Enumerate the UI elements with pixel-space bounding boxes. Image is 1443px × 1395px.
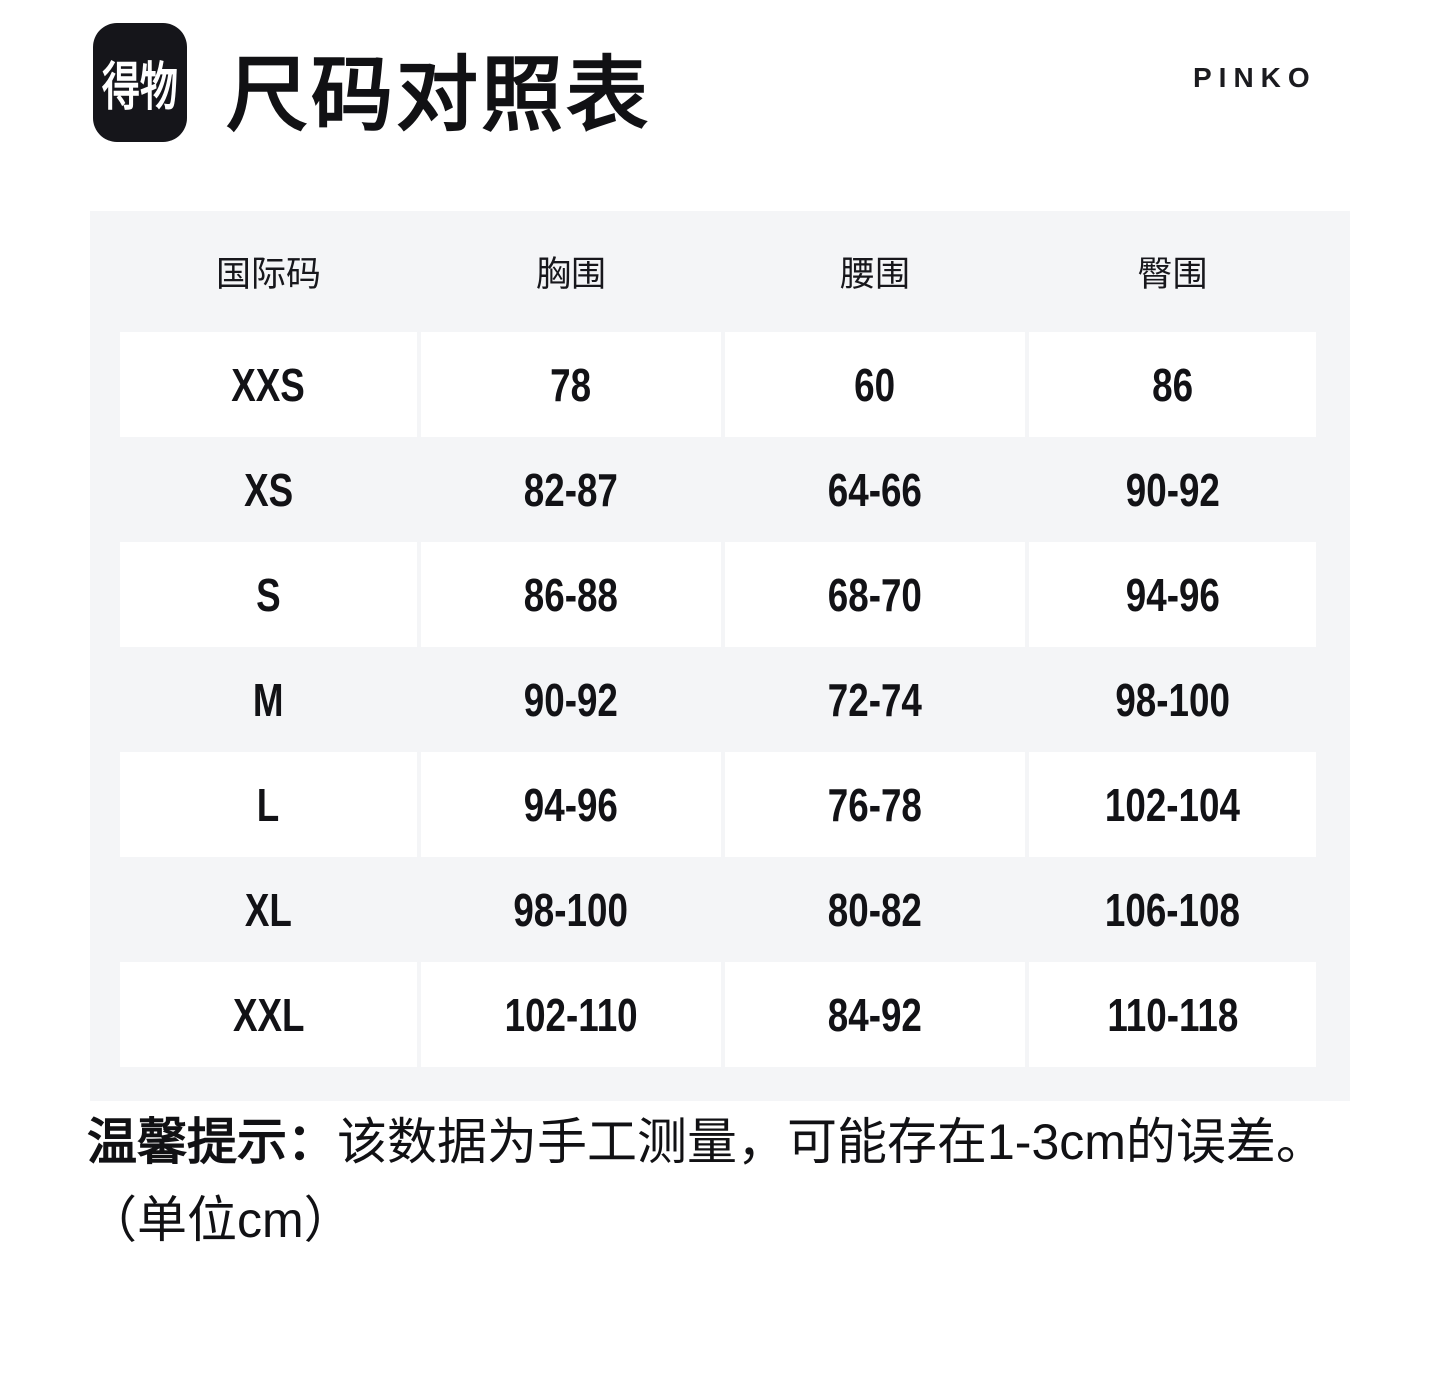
measurement-cell: 76-78	[725, 752, 1025, 857]
size-label-cell: L	[120, 752, 417, 857]
brand-logo-pinko: PINKO	[1193, 62, 1317, 93]
footnote-line-1: 温馨提示：该数据为手工测量，可能存在1-3cm的误差。	[87, 1103, 1326, 1181]
table-row: XXS 78 60 86	[120, 332, 1317, 437]
size-label-cell: XXS	[120, 332, 417, 437]
size-label-cell: XS	[120, 437, 417, 542]
table-body: XXS 78 60 86 XS 82-87 64-66 90-92 S 86-88 68-70 94-…	[120, 332, 1317, 1067]
cell-value: 76-78	[827, 778, 923, 831]
table-row: S 86-88 68-70 94-96	[120, 542, 1317, 647]
measurement-cell: 98-100	[421, 857, 721, 962]
cell-value: 86	[1152, 358, 1193, 411]
cell-value: 72-74	[827, 673, 923, 726]
measurement-cell: 68-70	[725, 542, 1025, 647]
table-row: XS 82-87 64-66 90-92	[120, 437, 1317, 542]
dewu-logo: 得物	[93, 23, 187, 142]
cell-value: 90-92	[1125, 463, 1220, 516]
footnote-label: 温馨提示：	[87, 1114, 337, 1170]
cell-value: 102-110	[504, 988, 638, 1041]
cell-value: 98-100	[513, 883, 629, 936]
measurement-cell: 84-92	[725, 962, 1025, 1067]
measurement-cell: 94-96	[1029, 542, 1316, 647]
cell-value: 90-92	[523, 673, 619, 726]
cell-value: 110-118	[1107, 988, 1238, 1041]
column-header-waist: 腰围	[839, 255, 910, 294]
size-table-panel: 国际码 胸围 腰围 臀围 XXS 78 60 86 XS 82-87 64-66 90-92 S…	[90, 211, 1350, 1101]
size-label-cell: S	[120, 542, 417, 647]
cell-value: 84-92	[827, 988, 923, 1041]
cell-value: XXS	[231, 358, 306, 411]
column-header-bust: 胸围	[535, 255, 606, 294]
footnote: 温馨提示：该数据为手工测量，可能存在1-3cm的误差。 （单位cm）	[87, 1103, 1326, 1259]
table-row: XXL 102-110 84-92 110-118	[120, 962, 1317, 1067]
measurement-cell: 78	[421, 332, 721, 437]
measurement-cell: 98-100	[1029, 647, 1316, 752]
cell-value: L	[257, 778, 280, 831]
cell-value: 68-70	[827, 568, 923, 621]
measurement-cell: 80-82	[725, 857, 1025, 962]
measurement-cell: 102-110	[421, 962, 721, 1067]
size-label-cell: XXL	[120, 962, 417, 1067]
dewu-logo-text: 得物	[102, 59, 178, 117]
cell-value: 98-100	[1115, 673, 1230, 726]
measurement-cell: 90-92	[1029, 437, 1316, 542]
cell-value: XXL	[232, 988, 305, 1041]
measurement-cell: 86	[1029, 332, 1316, 437]
cell-value: 82-87	[523, 463, 619, 516]
table-header-row: 国际码 胸围 腰围 臀围	[120, 211, 1317, 332]
measurement-cell: 106-108	[1029, 857, 1316, 962]
cell-value: 78	[550, 358, 592, 411]
cell-value: 94-96	[523, 778, 619, 831]
measurement-cell: 102-104	[1029, 752, 1316, 857]
measurement-cell: 86-88	[421, 542, 721, 647]
column-header-international-size: 国际码	[215, 255, 321, 294]
measurement-cell: 72-74	[725, 647, 1025, 752]
column-header-hip: 臀围	[1137, 255, 1208, 294]
measurement-cell: 94-96	[421, 752, 721, 857]
size-label-cell: XL	[120, 857, 417, 962]
size-label-cell: M	[120, 647, 417, 752]
cell-value: XS	[243, 463, 294, 516]
footnote-unit-line: （单位cm）	[87, 1192, 354, 1248]
page-title: 尺码对照表	[226, 50, 652, 141]
measurement-cell: 60	[725, 332, 1025, 437]
measurement-cell: 82-87	[421, 437, 721, 542]
footnote-text: 该数据为手工测量，可能存在1-3cm的误差。	[337, 1114, 1326, 1170]
cell-value: 86-88	[523, 568, 619, 621]
measurement-cell: 110-118	[1029, 962, 1316, 1067]
cell-value: 60	[854, 358, 896, 411]
cell-value: 64-66	[827, 463, 923, 516]
table-row: M 90-92 72-74 98-100	[120, 647, 1317, 752]
cell-value: S	[256, 568, 281, 621]
cell-value: 106-108	[1104, 883, 1241, 936]
cell-value: 80-82	[827, 883, 923, 936]
cell-value: XL	[244, 883, 293, 936]
table-row: XL 98-100 80-82 106-108	[120, 857, 1317, 962]
measurement-cell: 90-92	[421, 647, 721, 752]
measurement-cell: 64-66	[725, 437, 1025, 542]
cell-value: M	[253, 673, 284, 726]
table-row: L 94-96 76-78 102-104	[120, 752, 1317, 857]
cell-value: 94-96	[1125, 568, 1220, 621]
cell-value: 102-104	[1104, 778, 1241, 831]
